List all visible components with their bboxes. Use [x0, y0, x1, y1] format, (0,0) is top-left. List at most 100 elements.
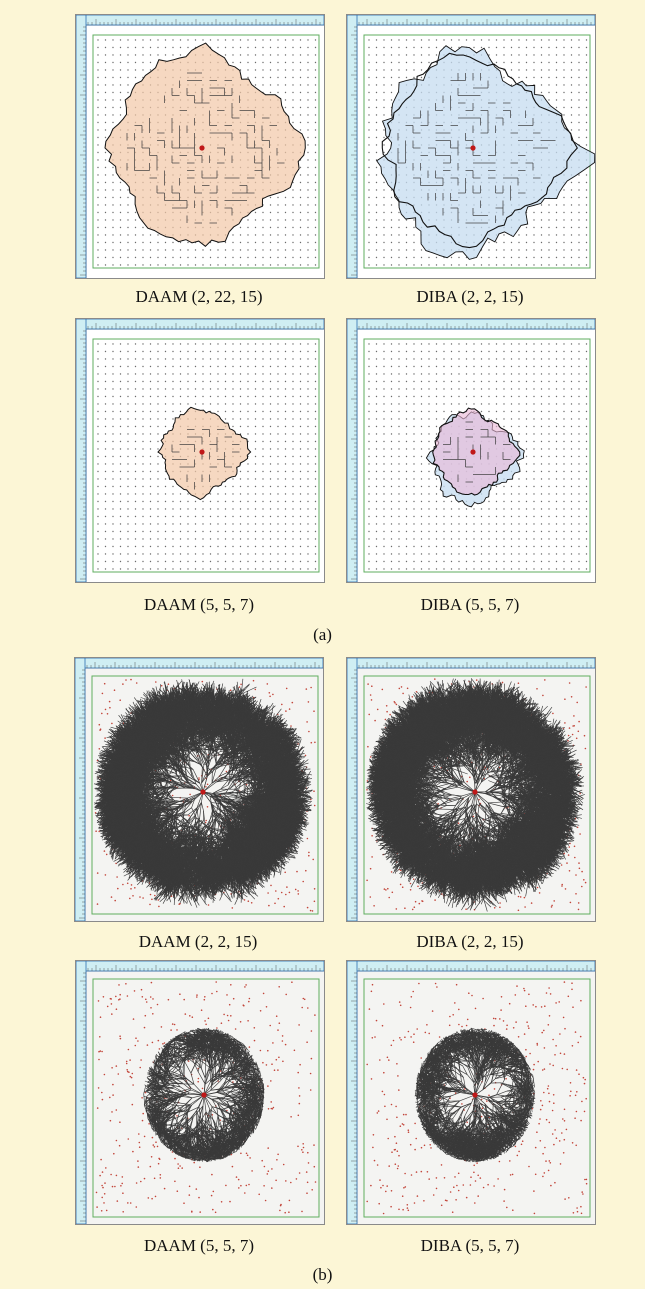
- sensor-node: [307, 516, 308, 517]
- sensor-node: [473, 381, 474, 382]
- caption-a-daam-2-22-15: DAAM (2, 22, 15): [74, 287, 324, 307]
- sensor-node: [421, 433, 422, 434]
- sensor-node: [262, 373, 263, 374]
- sensor-node: [563, 373, 564, 374]
- sensor-node: [481, 388, 482, 389]
- sensor-node: [217, 388, 218, 389]
- sensor-node: [97, 456, 98, 457]
- sensor-node: [97, 47, 98, 48]
- sensor-node: [526, 471, 527, 472]
- sensor-node: [112, 189, 113, 190]
- sensor-node: [97, 358, 98, 359]
- sensor-node: [255, 493, 256, 494]
- sensor-node: [307, 114, 308, 115]
- sensor-node: [533, 418, 534, 419]
- sensor-node: [421, 264, 422, 265]
- sensor-node: [262, 54, 263, 55]
- sensor-node: [406, 523, 407, 524]
- sensor-node: [556, 373, 557, 374]
- sensor-node: [240, 493, 241, 494]
- sensor-node: [247, 418, 248, 419]
- sensor-node: [270, 69, 271, 70]
- sensor-node: [548, 69, 549, 70]
- sensor-node: [488, 388, 489, 389]
- sensor-node: [541, 516, 542, 517]
- sensor-node: [428, 343, 429, 344]
- sensor-node: [376, 448, 377, 449]
- sensor-node: [376, 129, 377, 130]
- sensor-node: [187, 388, 188, 389]
- sensor-node: [511, 531, 512, 532]
- sensor-node: [247, 523, 248, 524]
- sensor-node: [451, 366, 452, 367]
- sensor-node: [262, 227, 263, 228]
- sensor-node: [368, 204, 369, 205]
- sensor-node: [391, 508, 392, 509]
- sensor-node: [255, 531, 256, 532]
- sensor-node: [180, 516, 181, 517]
- sensor-node: [217, 493, 218, 494]
- sensor-node: [142, 62, 143, 63]
- sensor-node: [548, 553, 549, 554]
- sensor-node: [285, 568, 286, 569]
- sensor-node: [315, 264, 316, 265]
- sensor-node: [421, 62, 422, 63]
- sensor-node: [97, 516, 98, 517]
- sensor-node: [300, 212, 301, 213]
- sensor-node: [533, 501, 534, 502]
- sensor-node: [109, 701, 111, 703]
- sensor-node: [473, 358, 474, 359]
- sensor-node: [368, 538, 369, 539]
- sensor-node: [473, 531, 474, 532]
- sensor-node: [421, 471, 422, 472]
- sensor-node: [533, 523, 534, 524]
- sensor-node: [451, 508, 452, 509]
- sensor-node: [315, 197, 316, 198]
- sensor-node: [578, 366, 579, 367]
- sensor-node: [247, 358, 248, 359]
- sensor-node: [563, 92, 564, 93]
- sensor-node: [112, 54, 113, 55]
- sensor-node: [247, 249, 248, 250]
- sensor-node: [496, 538, 497, 539]
- sensor-node: [286, 886, 288, 888]
- sensor-node: [172, 546, 173, 547]
- sensor-node: [518, 47, 519, 48]
- sensor-node: [112, 561, 113, 562]
- sensor-node: [541, 39, 542, 40]
- sensor-node: [307, 546, 308, 547]
- sensor-node: [240, 54, 241, 55]
- sensor-node: [307, 381, 308, 382]
- sensor-node: [255, 486, 256, 487]
- sensor-node: [428, 568, 429, 569]
- sensor-node: [376, 351, 377, 352]
- sensor-node: [232, 523, 233, 524]
- sensor-node: [563, 463, 564, 464]
- sensor-node: [255, 373, 256, 374]
- sensor-node: [556, 227, 557, 228]
- sensor-node: [571, 107, 572, 108]
- sensor-node: [281, 704, 283, 706]
- sensor-node: [97, 403, 98, 404]
- sensor-node: [518, 351, 519, 352]
- sensor-node: [443, 546, 444, 547]
- sensor-node: [165, 257, 166, 258]
- sensor-node: [225, 516, 226, 517]
- sensor-node: [473, 373, 474, 374]
- sensor-node: [586, 531, 587, 532]
- sensor-node: [315, 107, 316, 108]
- sensor-node: [421, 351, 422, 352]
- sensor-node: [368, 189, 369, 190]
- sensor-node: [285, 227, 286, 228]
- sensor-node: [548, 546, 549, 547]
- sensor-node: [157, 508, 158, 509]
- sensor-node: [277, 204, 278, 205]
- sensor-node: [307, 441, 308, 442]
- sensor-node: [150, 343, 151, 344]
- sensor-node: [315, 234, 316, 235]
- sensor-node: [376, 523, 377, 524]
- sensor-node: [277, 54, 278, 55]
- sensor-node: [368, 47, 369, 48]
- sensor-node: [391, 531, 392, 532]
- sensor-node: [202, 351, 203, 352]
